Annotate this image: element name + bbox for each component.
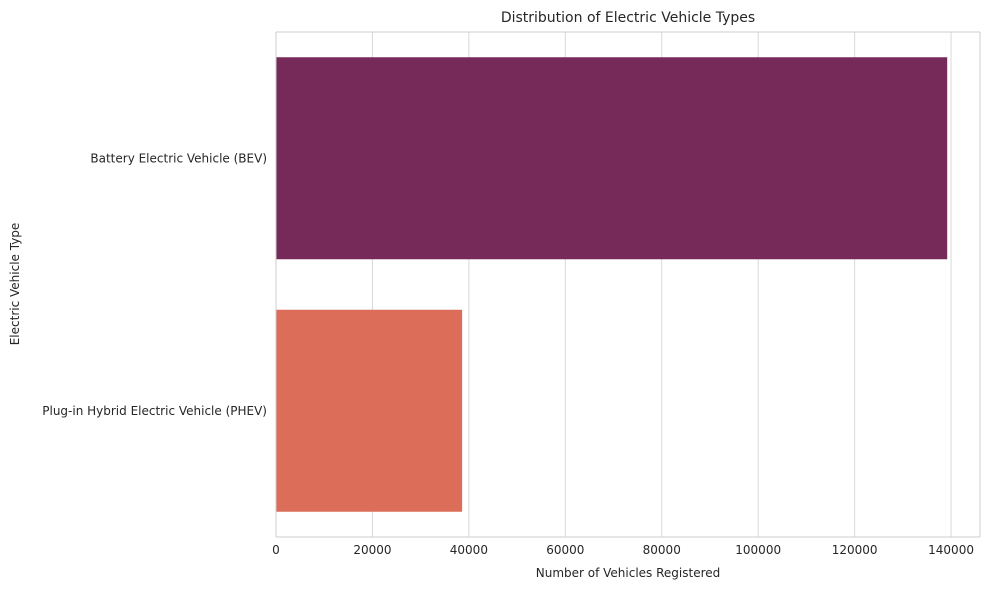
y-tick-label: Battery Electric Vehicle (BEV) <box>90 151 267 165</box>
axes-frame <box>275 31 981 538</box>
bars <box>276 57 948 512</box>
x-tick-label: 140000 <box>928 543 974 557</box>
y-axis-label: Electric Vehicle Type <box>8 223 22 346</box>
bar-phev <box>276 309 463 512</box>
x-tick-label: 20000 <box>353 543 391 557</box>
x-tick-labels: 0 20000 40000 60000 80000 100000 120000 140000 <box>272 543 974 557</box>
x-tick-label: 60000 <box>546 543 584 557</box>
y-tick-label: Plug-in Hybrid Electric Vehicle (PHEV) <box>42 404 267 418</box>
y-tick-labels: Battery Electric Vehicle (BEV) Plug-in Hy… <box>42 151 267 418</box>
x-tick-label: 0 <box>272 543 280 557</box>
bar-bev <box>276 57 948 260</box>
x-tick-label: 120000 <box>832 543 878 557</box>
x-tick-label: 100000 <box>735 543 781 557</box>
x-tick-label: 40000 <box>450 543 488 557</box>
x-tick-label: 80000 <box>643 543 681 557</box>
x-axis-label: Number of Vehicles Registered <box>536 566 721 580</box>
chart-title: Distribution of Electric Vehicle Types <box>501 10 755 26</box>
